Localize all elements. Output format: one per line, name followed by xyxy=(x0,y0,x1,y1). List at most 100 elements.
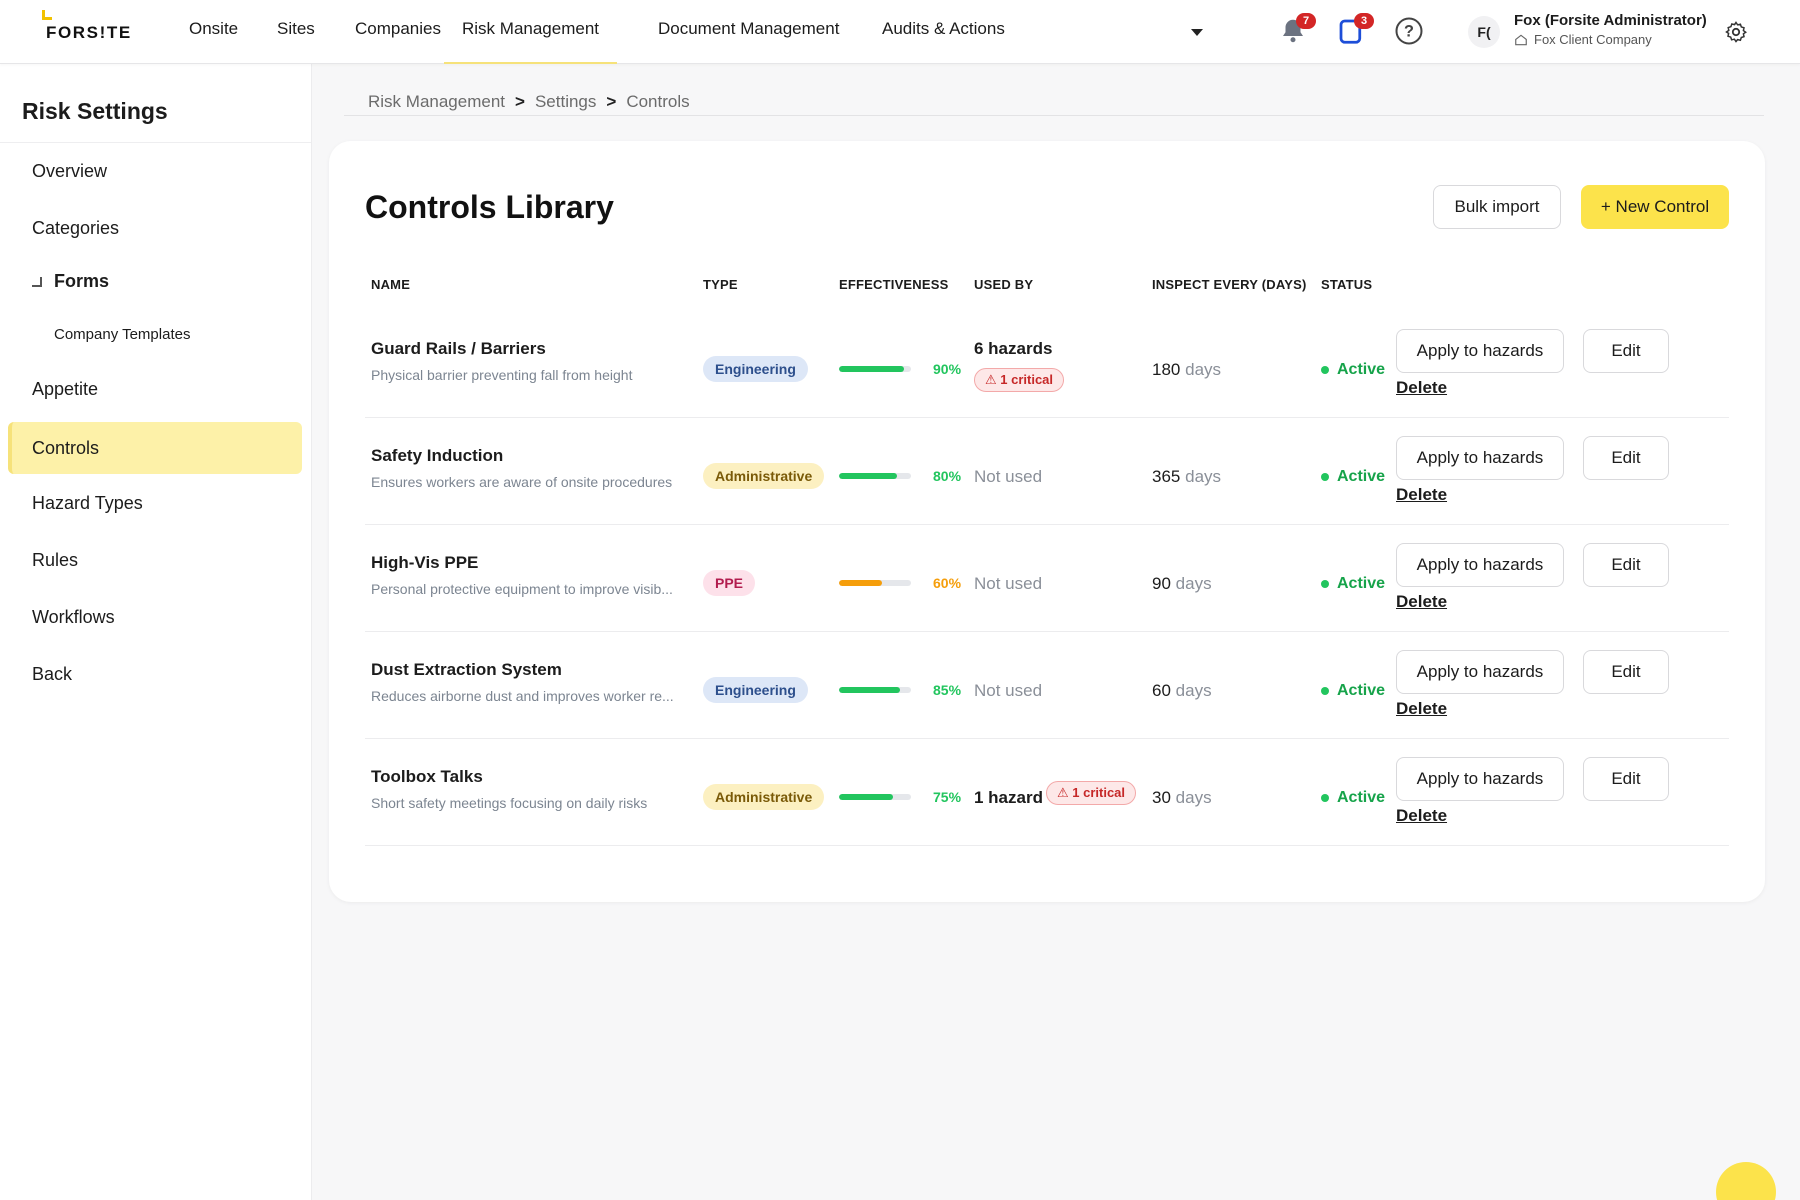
edit-button[interactable]: Edit xyxy=(1583,757,1669,801)
sidebar-item-rules[interactable]: Rules xyxy=(32,550,79,570)
nav-companies[interactable]: Companies xyxy=(355,19,441,38)
apply-to-hazards-button[interactable]: Apply to hazards xyxy=(1396,543,1564,587)
control-name[interactable]: High-Vis PPE xyxy=(371,553,479,572)
inspect-days: 180 days xyxy=(1152,360,1221,380)
nav-document-management[interactable]: Document Management xyxy=(658,19,840,38)
control-description: Short safety meetings focusing on daily … xyxy=(371,795,648,811)
delete-link[interactable]: Delete xyxy=(1396,699,1448,718)
page-title: Controls Library xyxy=(365,189,614,225)
inspect-days-unit: days xyxy=(1175,788,1212,807)
user-company: Fox Client Company xyxy=(1514,32,1652,47)
breadcrumb-separator: > xyxy=(606,92,617,111)
sidebar-item-hazard-types[interactable]: Hazard Types xyxy=(32,493,143,513)
nav-risk-management[interactable]: Risk Management xyxy=(444,0,618,64)
table-row: Dust Extraction System Reduces airborne … xyxy=(365,632,1729,739)
sidebar-item-forms[interactable]: Forms xyxy=(32,271,109,292)
control-name[interactable]: Safety Induction xyxy=(371,446,504,465)
inspect-days: 60 days xyxy=(1152,681,1212,701)
control-name[interactable]: Dust Extraction System xyxy=(371,660,562,679)
bulk-import-button[interactable]: Bulk import xyxy=(1433,185,1561,229)
status-dot xyxy=(1321,366,1329,374)
effectiveness-bar xyxy=(839,687,911,693)
sidebar-item-back[interactable]: Back xyxy=(32,664,73,684)
status-dot xyxy=(1321,687,1329,695)
table-row: Guard Rails / Barriers Physical barrier … xyxy=(365,311,1729,418)
notifications-button[interactable]: 7 xyxy=(1278,13,1316,46)
table-row: Toolbox Talks Short safety meetings focu… xyxy=(365,739,1729,846)
status-text: Active xyxy=(1337,361,1386,378)
sidebar-item-controls[interactable]: Controls xyxy=(8,422,302,474)
apply-to-hazards-button[interactable]: Apply to hazards xyxy=(1396,329,1564,373)
apply-to-hazards-button[interactable]: Apply to hazards xyxy=(1396,436,1564,480)
effectiveness-value: 75% xyxy=(933,789,962,805)
tree-branch-icon xyxy=(32,276,42,287)
notifications-badge: 7 xyxy=(1296,13,1316,29)
svg-text:?: ? xyxy=(1404,23,1414,41)
sidebar-item-company-templates[interactable]: Company Templates xyxy=(54,326,191,343)
nav-sites[interactable]: Sites xyxy=(277,19,315,38)
delete-link[interactable]: Delete xyxy=(1396,806,1448,825)
type-badge: Administrative xyxy=(703,463,825,489)
column-header-used-by: USED BY xyxy=(974,277,1034,292)
sidebar-item-overview[interactable]: Overview xyxy=(32,161,108,181)
inspect-days-value: 180 xyxy=(1152,360,1181,379)
floating-action-button[interactable] xyxy=(1716,1162,1776,1200)
control-description: Ensures workers are aware of onsite proc… xyxy=(371,474,673,490)
sidebar-item-appetite[interactable]: Appetite xyxy=(32,379,99,399)
apply-to-hazards-button[interactable]: Apply to hazards xyxy=(1396,650,1564,694)
edit-button[interactable]: Edit xyxy=(1583,436,1669,480)
type-badge: Engineering xyxy=(703,356,808,382)
delete-link[interactable]: Delete xyxy=(1396,592,1448,611)
status-text: Active xyxy=(1337,682,1386,699)
top-navigation: FORS!TE Onsite Sites Companies Risk Mana… xyxy=(0,0,1800,64)
tasks-button[interactable]: 3 xyxy=(1336,13,1374,46)
effectiveness-bar-fill xyxy=(839,687,901,693)
inspect-days-value: 90 xyxy=(1152,574,1171,593)
settings-button[interactable] xyxy=(1724,20,1748,44)
inspect-days-unit: days xyxy=(1185,360,1222,379)
help-button[interactable]: ? xyxy=(1394,16,1424,46)
chevron-down-icon[interactable] xyxy=(1191,29,1203,36)
table-row: Safety Induction Ensures workers are awa… xyxy=(365,418,1729,525)
control-description: Personal protective equipment to improve… xyxy=(371,581,673,597)
sidebar-item-categories[interactable]: Categories xyxy=(32,218,120,238)
used-by-count[interactable]: 6 hazards xyxy=(974,339,1053,358)
control-name[interactable]: Guard Rails / Barriers xyxy=(371,339,546,358)
user-name[interactable]: Fox (Forsite Administrator) xyxy=(1514,12,1707,29)
apply-to-hazards-button[interactable]: Apply to hazards xyxy=(1396,757,1564,801)
status-dot xyxy=(1321,473,1329,481)
nav-onsite[interactable]: Onsite xyxy=(189,19,239,38)
sidebar: Risk Settings Overview Categories Forms … xyxy=(0,64,312,1200)
status-badge: Active xyxy=(1321,575,1385,593)
breadcrumb-risk-management[interactable]: Risk Management xyxy=(368,92,506,111)
effectiveness-bar xyxy=(839,794,911,800)
sidebar-item-forms-label: Forms xyxy=(54,271,110,291)
avatar[interactable]: F( xyxy=(1468,16,1500,48)
new-control-button[interactable]: + New Control xyxy=(1581,185,1729,229)
delete-link[interactable]: Delete xyxy=(1396,485,1448,504)
edit-button[interactable]: Edit xyxy=(1583,543,1669,587)
control-name[interactable]: Toolbox Talks xyxy=(371,767,483,786)
inspect-days-value: 365 xyxy=(1152,467,1181,486)
sidebar-item-workflows[interactable]: Workflows xyxy=(32,607,115,627)
critical-badge: ⚠ 1 critical xyxy=(974,368,1065,392)
sidebar-title: Risk Settings xyxy=(22,98,168,124)
forsite-logo[interactable]: FORS!TE xyxy=(42,10,132,42)
type-badge: Engineering xyxy=(703,677,808,703)
delete-link[interactable]: Delete xyxy=(1396,378,1448,397)
inspect-days-value: 60 xyxy=(1152,681,1171,700)
used-by-count[interactable]: 1 hazard xyxy=(974,788,1043,807)
status-badge: Active xyxy=(1321,789,1385,807)
column-header-status: STATUS xyxy=(1321,277,1373,292)
effectiveness-bar xyxy=(839,580,911,586)
breadcrumb-settings[interactable]: Settings xyxy=(534,92,597,111)
inspect-days: 30 days xyxy=(1152,788,1212,808)
nav-audits-actions[interactable]: Audits & Actions xyxy=(882,19,1005,38)
inspect-days-unit: days xyxy=(1185,467,1222,486)
user-company-name: Fox Client Company xyxy=(1534,32,1652,47)
column-header-inspect-every: INSPECT EVERY (DAYS) xyxy=(1152,277,1307,292)
edit-button[interactable]: Edit xyxy=(1583,650,1669,694)
breadcrumb-separator: > xyxy=(515,92,525,111)
type-badge: Administrative xyxy=(703,784,825,810)
edit-button[interactable]: Edit xyxy=(1583,329,1669,373)
